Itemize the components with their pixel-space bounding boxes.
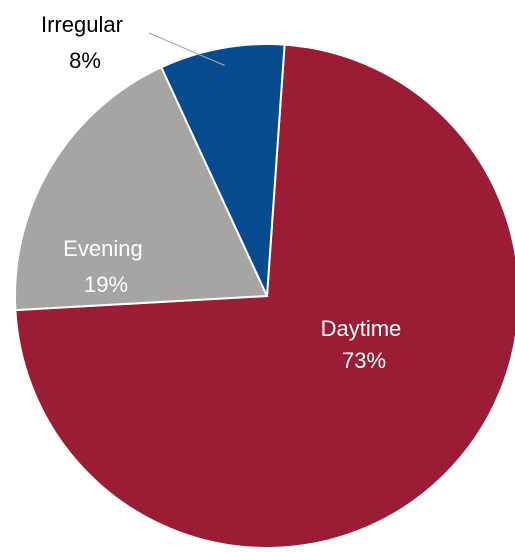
slice-name-irregular: Irregular <box>41 12 123 37</box>
pie-slices <box>13 43 515 549</box>
pie-slice-irregular <box>159 43 286 297</box>
slice-percent-daytime: 73% <box>342 348 386 373</box>
slice-percent-evening: 19% <box>84 272 128 297</box>
slice-name-evening: Evening <box>63 236 143 261</box>
slice-label-irregular: Irregular 8% <box>41 12 129 73</box>
slice-percent-irregular: 8% <box>69 48 101 73</box>
pie-slice-evening <box>13 65 269 312</box>
irregular-leader-line <box>148 32 225 67</box>
slice-name-daytime: Daytime <box>321 316 402 341</box>
slice-label-evening: Evening 19% <box>63 236 149 297</box>
slice-label-daytime: Daytime 73% <box>321 316 408 373</box>
